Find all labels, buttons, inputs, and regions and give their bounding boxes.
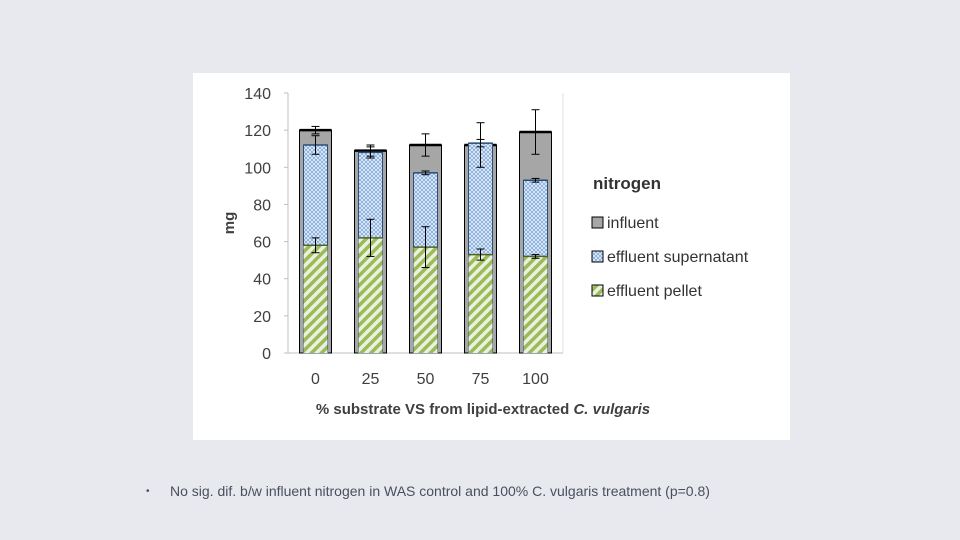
x-axis-label: % substrate VS from lipid-extracted C. v… — [316, 401, 650, 418]
x-tick-label: 25 — [362, 371, 380, 388]
y-tick-label: 60 — [253, 235, 271, 252]
chart-error-bars — [311, 109, 540, 269]
nitrogen-bar-chart: 0 20 40 60 80 100 120 140 mg 0 25 50 75 100 % substrat… — [221, 86, 749, 418]
x-axis-label-italic: C. vulgaris — [573, 401, 650, 418]
y-tick-label: 40 — [253, 272, 271, 289]
y-tick-label: 120 — [244, 123, 271, 140]
x-tick-label: 100 — [522, 371, 549, 388]
legend-swatch-influent — [591, 216, 604, 229]
bar-effluent-pellet — [303, 245, 328, 353]
chart-labels: 0 20 40 60 80 100 120 140 mg 0 25 50 75 100 % substrat… — [221, 86, 650, 418]
bar-effluent-pellet — [358, 237, 383, 353]
x-tick-label: 0 — [311, 371, 320, 388]
x-axis-label-text: % substrate VS from lipid-extracted — [316, 401, 574, 418]
y-tick-label: 20 — [253, 309, 271, 326]
x-tick-label: 75 — [472, 371, 490, 388]
legend-title: nitrogen — [593, 174, 661, 193]
bar-effluent-pellet — [523, 256, 548, 353]
legend-label: effluent pellet — [607, 283, 702, 300]
y-tick-label: 80 — [253, 197, 271, 214]
y-tick-label: 140 — [244, 86, 271, 103]
chart-legend: nitrogen influent effluent supernatant effl… — [591, 174, 749, 300]
x-tick-label: 50 — [417, 371, 435, 388]
y-axis-label: mg — [221, 212, 238, 235]
legend-swatch-effluent-pellet — [591, 284, 604, 297]
legend-label: influent — [607, 215, 659, 232]
legend-label: effluent supernatant — [607, 249, 749, 266]
chart-panel: 0 20 40 60 80 100 120 140 mg 0 25 50 75 100 % substrat… — [193, 73, 790, 440]
y-tick-label: 0 — [262, 346, 271, 363]
y-tick-label: 100 — [244, 160, 271, 177]
bullet-text: No sig. dif. b/w influent nitrogen in WA… — [170, 483, 710, 499]
legend-swatch-effluent-supernatant — [591, 250, 604, 263]
bullet-caption: • No sig. dif. b/w influent nitrogen in W… — [146, 483, 866, 499]
bullet-icon: • — [146, 486, 150, 497]
bar-effluent-pellet — [468, 254, 493, 353]
